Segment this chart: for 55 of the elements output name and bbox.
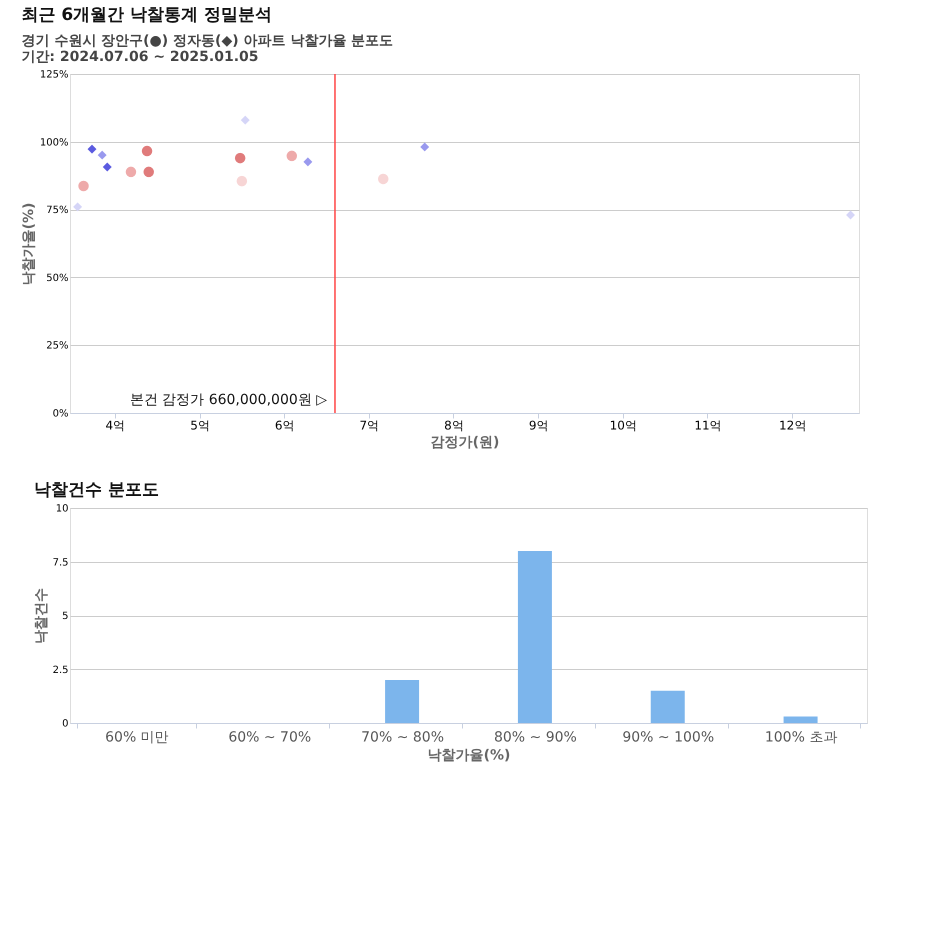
x-tick-label: 8억 bbox=[444, 418, 464, 432]
point bbox=[286, 150, 298, 162]
y-tick-label: 75% bbox=[46, 205, 68, 216]
point bbox=[234, 152, 246, 164]
chart-title: 낙찰건수 분포도 bbox=[34, 480, 160, 500]
x-tick-label: 6억 bbox=[274, 418, 294, 432]
y-axis-title: 낙찰가율(%) bbox=[20, 202, 37, 286]
x-tick-label: 80% ~ 90% bbox=[494, 730, 577, 746]
x-tick-label: 12억 bbox=[778, 418, 806, 432]
y-tick-label: 125% bbox=[40, 70, 68, 80]
point bbox=[143, 166, 154, 178]
point bbox=[78, 180, 89, 192]
chart-title: 최근 6개월간 낙찰통계 정밀분석 bbox=[21, 5, 272, 25]
x-axis-title: 낙찰가율(%) bbox=[428, 748, 510, 764]
x-tick-label: 7억 bbox=[360, 418, 380, 432]
x-axis-title: 감정가(원) bbox=[430, 434, 500, 450]
x-tick-label: 4억 bbox=[106, 418, 126, 432]
point bbox=[378, 174, 388, 184]
y-tick-label: 50% bbox=[46, 272, 68, 284]
x-tick-label: 70% ~ 80% bbox=[361, 730, 444, 746]
x-tick-label: 10억 bbox=[610, 418, 637, 432]
y-axis-title: 낙찰건수 bbox=[34, 588, 50, 644]
y-tick-label: 2.5 bbox=[52, 664, 68, 676]
point bbox=[236, 176, 248, 186]
point bbox=[88, 144, 96, 154]
point bbox=[126, 166, 136, 178]
text: 기간: 2024.07.06 ~ 2025.01.05 bbox=[21, 49, 259, 65]
x-tick-label: 100% 초과 bbox=[764, 730, 838, 746]
y-tick-label: 5 bbox=[62, 611, 68, 622]
y-tick-label: 10 bbox=[56, 504, 68, 514]
y-tick-label: 7.5 bbox=[52, 557, 68, 568]
x-tick-label: 5억 bbox=[190, 418, 210, 432]
bar bbox=[784, 716, 818, 723]
bar bbox=[385, 680, 420, 723]
y-tick-label: 0% bbox=[52, 408, 68, 420]
point bbox=[102, 162, 112, 172]
y-tick-label: 100% bbox=[40, 137, 68, 148]
point bbox=[303, 157, 312, 166]
y-tick-label: 0 bbox=[62, 718, 68, 730]
x-tick-label: 11억 bbox=[694, 418, 722, 432]
y-tick-label: 25% bbox=[46, 340, 68, 352]
bar bbox=[518, 551, 552, 723]
chart-subtitle: 경기 수원시 장안구(●) 정자동(◆) 아파트 낙찰가율 분포도 bbox=[21, 33, 394, 49]
x-tick-label: 60% 미만 bbox=[105, 730, 169, 746]
point bbox=[420, 142, 430, 152]
x-tick-label: 90% ~ 100% bbox=[622, 730, 714, 746]
x-tick-label: 9억 bbox=[528, 418, 548, 432]
point bbox=[142, 146, 152, 156]
point bbox=[73, 202, 82, 212]
point bbox=[846, 210, 856, 220]
x-tick-label: 60% ~ 70% bbox=[228, 730, 312, 746]
point bbox=[98, 150, 107, 160]
point bbox=[240, 116, 250, 125]
ref-line-label: 본건 감정가 660,000,000원 ▷ bbox=[130, 392, 328, 408]
bar bbox=[650, 690, 685, 723]
